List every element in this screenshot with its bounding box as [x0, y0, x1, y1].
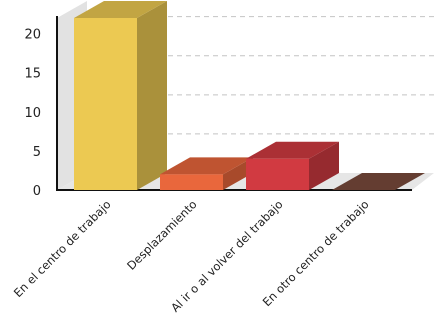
bar	[74, 1, 167, 190]
bar-front	[246, 158, 309, 190]
bar-side	[137, 1, 167, 190]
x-category-label: En el centro de trabajo	[11, 197, 114, 300]
bar-top	[74, 1, 167, 18]
bars	[74, 1, 425, 190]
bar-top	[332, 173, 425, 190]
y-tick-label: 0	[33, 184, 41, 199]
bar-side	[223, 157, 253, 190]
y-tick-label: 5	[33, 145, 41, 160]
bar-side	[309, 141, 339, 190]
bar	[160, 157, 253, 190]
y-tick-label: 20	[24, 28, 41, 43]
bar-front	[74, 18, 137, 190]
bar-top	[160, 157, 253, 175]
bar-top	[246, 141, 339, 159]
bar	[246, 141, 339, 190]
x-category-label: Desplazamiento	[124, 197, 200, 273]
y-tick-label: 15	[24, 67, 41, 82]
y-tick-label: 10	[24, 106, 41, 121]
bar-front	[160, 174, 223, 190]
bar	[332, 173, 425, 190]
